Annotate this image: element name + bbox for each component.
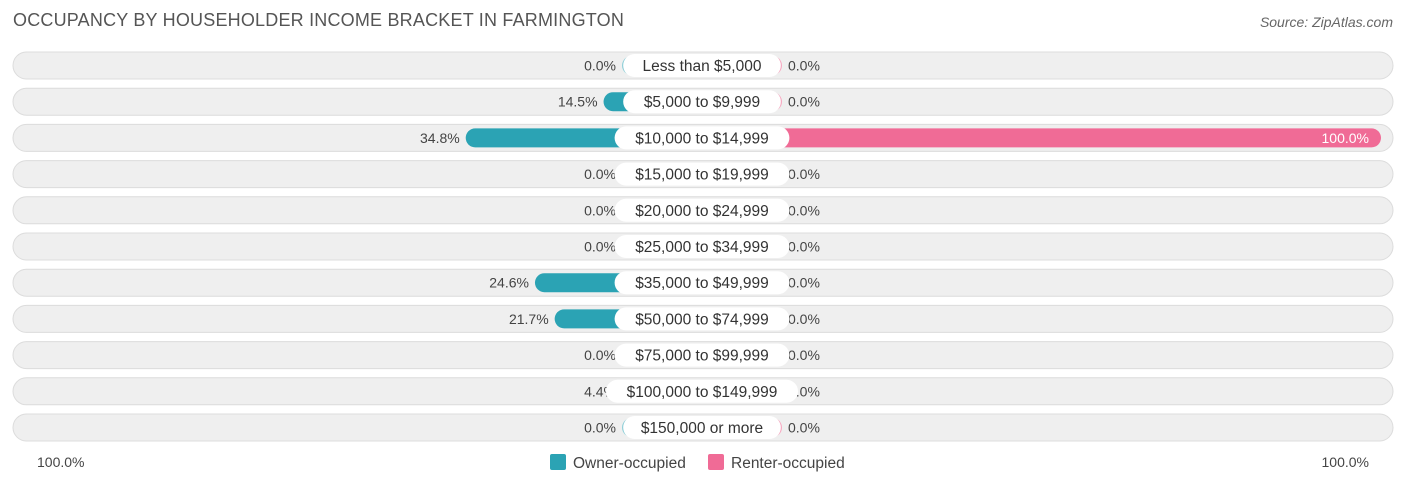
axis-label-left: 100.0% (37, 454, 84, 470)
category-label: $15,000 to $19,999 (635, 167, 769, 184)
category-label-background (614, 162, 790, 186)
renter-value-label: 0.0% (788, 347, 820, 363)
owner-value-label: 0.0% (584, 420, 616, 436)
category-label-background (606, 379, 798, 403)
renter-value-label: 100.0% (1322, 130, 1369, 146)
legend-label-owner: Owner-occupied (573, 455, 686, 472)
category-label-background (614, 235, 790, 258)
chart-row: 14.5% 0.0% $5,000 to $9,999 (12, 87, 1394, 116)
renter-value-label: 0.0% (788, 311, 820, 327)
renter-value-label: 0.0% (788, 202, 820, 218)
legend: Owner-occupied Renter-occupied (550, 454, 845, 472)
category-label-background (614, 307, 790, 331)
renter-value-label: 0.0% (788, 94, 820, 110)
category-label: $100,000 to $149,999 (627, 384, 778, 401)
renter-value-label: 0.0% (788, 58, 820, 74)
category-label-background (614, 126, 790, 150)
category-label-background (614, 343, 790, 367)
category-label: Less than $5,000 (643, 58, 762, 75)
category-label: $50,000 to $74,999 (635, 311, 769, 328)
chart-row: 0.0% 0.0% $150,000 or more (12, 413, 1394, 442)
category-label-background (623, 90, 781, 114)
category-label-background (614, 198, 790, 222)
renter-value-label: 0.0% (788, 275, 820, 291)
renter-bar (702, 128, 1381, 148)
legend-label-renter: Renter-occupied (731, 455, 845, 472)
category-label: $150,000 or more (641, 420, 763, 437)
chart-row: 0.0% 0.0% $20,000 to $24,999 (12, 196, 1394, 225)
owner-value-label: 0.0% (584, 202, 616, 218)
category-label: $20,000 to $24,999 (635, 203, 769, 220)
renter-value-label: 0.0% (788, 239, 820, 255)
category-label: $75,000 to $99,999 (635, 348, 769, 365)
chart-row: 24.6% 0.0% $35,000 to $49,999 (12, 268, 1394, 297)
category-label-background (623, 54, 781, 77)
chart-row: 0.0% 0.0% Less than $5,000 (12, 51, 1394, 80)
owner-value-label: 21.7% (509, 311, 549, 327)
chart-row: 0.0% 0.0% $15,000 to $19,999 (12, 160, 1394, 189)
axis-label-right: 100.0% (1322, 454, 1369, 470)
owner-value-label: 0.0% (584, 166, 616, 182)
chart-title: OCCUPANCY BY HOUSEHOLDER INCOME BRACKET … (13, 10, 625, 30)
owner-value-label: 0.0% (584, 347, 616, 363)
category-label: $35,000 to $49,999 (635, 275, 769, 292)
chart-source: Source: ZipAtlas.com (1259, 14, 1393, 30)
owner-value-label: 34.8% (420, 130, 460, 146)
chart-row: 21.7% 0.0% $50,000 to $74,999 (12, 304, 1394, 333)
renter-value-label: 0.0% (788, 166, 820, 182)
chart-row: 0.0% 0.0% $25,000 to $34,999 (12, 232, 1394, 261)
category-label: $10,000 to $14,999 (635, 130, 769, 147)
chart-row: 4.4% 0.0%$100,000 to $149,999 (12, 377, 1394, 406)
chart-row: 34.8% 100.0% $10,000 to $14,999 (12, 123, 1394, 152)
renter-value-label: 0.0% (788, 420, 820, 436)
category-label-background (614, 271, 790, 295)
chart-row: 0.0% 0.0% $75,000 to $99,999 (12, 341, 1394, 370)
legend-swatch-owner (550, 454, 566, 470)
legend-swatch-renter (708, 454, 724, 470)
category-label: $25,000 to $34,999 (635, 239, 769, 256)
owner-value-label: 0.0% (584, 239, 616, 255)
owner-value-label: 14.5% (558, 94, 598, 110)
category-label-background (623, 416, 781, 439)
category-label: $5,000 to $9,999 (644, 94, 760, 111)
owner-value-label: 0.0% (584, 58, 616, 74)
owner-value-label: 24.6% (489, 275, 529, 291)
